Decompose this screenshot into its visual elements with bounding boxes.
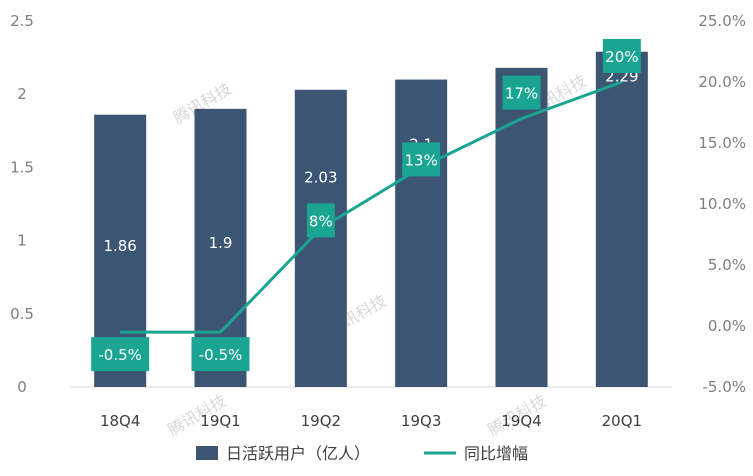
growth-label-box [602,39,641,73]
bar-19Q4 [495,67,548,388]
growth-label-box [191,337,250,372]
right-axis-tick-label: 10.0% [698,195,746,213]
legend: 日活跃用户（亿人） 同比增幅 [196,444,528,463]
left-axis-tick-label: 2.5 [10,12,34,30]
left-axis-tick-label: 1.5 [10,158,34,176]
growth-data-label: -0.5% [199,346,243,364]
x-axis-tick-label: 19Q3 [401,412,441,430]
x-axis-tick-label: 19Q2 [301,412,341,430]
right-axis-tick-label: 15.0% [698,134,746,152]
x-axis-tick-label: 18Q4 [100,412,140,430]
left-axis-tick-label: 0 [17,378,27,396]
bar-20Q1 [595,51,648,388]
left-axis-ticks: 0 0.5 1 1.5 2 2.5 [10,12,34,396]
growth-line-series [120,80,623,334]
bar-data-label: 2.03 [304,168,337,186]
growth-label-box [502,75,541,110]
bar-19Q2 [294,89,347,388]
growth-data-labels: -0.5% -0.5% 8% 13% 17% 20% [91,39,641,372]
bar-19Q3 [395,79,448,387]
right-axis-tick-label: 5.0% [708,256,746,274]
x-axis-tick-label: 20Q1 [602,412,642,430]
right-axis-tick-label: 25.0% [698,12,746,30]
growth-data-label: 8% [309,212,333,230]
right-axis-ticks: -5.0% 0.0% 5.0% 10.0% 15.0% 20.0% 25.0% [698,12,746,396]
growth-data-label: 13% [404,151,437,169]
growth-label-box [402,142,441,177]
legend-label-line: 同比增幅 [464,444,528,463]
x-axis-ticks: 18Q4 19Q1 19Q2 19Q3 19Q4 20Q1 [100,412,642,430]
left-axis-tick-label: 2 [17,85,27,103]
x-axis-tick-label: 19Q1 [200,412,240,430]
right-axis-tick-label: -5.0% [702,378,746,396]
right-axis-tick-label: 20.0% [698,73,746,91]
x-axis-tick-label: 19Q4 [501,412,541,430]
legend-label-bar: 日活跃用户（亿人） [226,444,370,463]
growth-data-label: -0.5% [98,346,142,364]
legend-swatch-bar [196,446,218,460]
left-axis-tick-label: 1 [17,232,27,250]
right-axis-tick-label: 0.0% [708,317,746,335]
growth-line [120,80,623,334]
growth-label-box [306,203,335,238]
bar-data-label: 1.9 [209,234,233,252]
growth-data-label: 17% [505,85,538,103]
growth-label-box [91,337,150,372]
growth-data-label: 20% [605,48,638,66]
bar-data-label: 1.86 [103,237,136,255]
left-axis-tick-label: 0.5 [10,305,34,323]
